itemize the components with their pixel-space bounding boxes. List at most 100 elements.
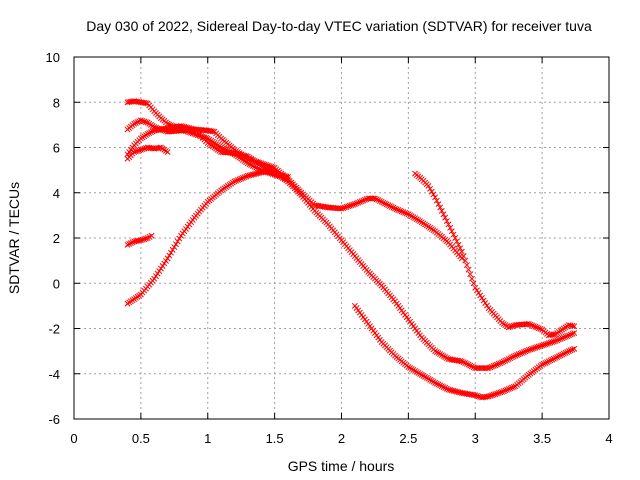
data-point-marker	[428, 188, 435, 195]
data-point-marker	[547, 339, 554, 346]
data-point-marker	[402, 209, 408, 216]
data-point-marker	[393, 206, 400, 213]
data-point-marker	[472, 392, 479, 399]
data-point-marker	[266, 168, 273, 175]
data-point-marker	[383, 201, 390, 208]
data-point-marker	[460, 359, 467, 366]
data-point-marker	[507, 385, 514, 392]
y-axis-label: SDTVAR / TECUs	[6, 182, 22, 294]
data-point-marker	[248, 171, 255, 178]
x-tick-label: 3	[472, 431, 479, 446]
data-point-marker	[492, 362, 499, 369]
data-point-marker	[477, 292, 484, 299]
data-point-marker	[457, 245, 464, 252]
data-point-marker	[136, 237, 143, 244]
data-point-marker	[132, 148, 139, 155]
data-point-marker	[490, 391, 497, 398]
data-point-marker	[457, 358, 464, 364]
data-point-marker	[385, 202, 392, 209]
data-point-marker	[176, 235, 183, 242]
data-point-marker	[470, 392, 477, 398]
data-point-marker	[139, 236, 146, 243]
data-point-marker	[472, 284, 479, 291]
data-point-marker	[530, 345, 537, 352]
chart-title: Day 030 of 2022, Sidereal Day-to-day VTE…	[86, 18, 592, 34]
data-point-marker	[569, 330, 576, 337]
data-point-marker	[473, 287, 480, 294]
data-point-marker	[159, 263, 166, 269]
data-point-marker	[355, 199, 362, 206]
data-point-marker	[537, 343, 544, 349]
data-point-marker	[443, 385, 450, 392]
data-point-marker	[275, 171, 281, 178]
data-point-marker	[512, 352, 519, 359]
x-tick-label: 1.5	[266, 431, 284, 446]
data-point-marker	[534, 344, 541, 351]
data-point-marker	[489, 363, 495, 370]
data-point-marker	[497, 389, 504, 396]
y-tick-label: -6	[48, 412, 60, 427]
data-point-marker	[557, 352, 564, 359]
data-point-marker	[489, 392, 495, 399]
data-point-marker	[139, 146, 146, 153]
data-point-marker	[435, 381, 442, 388]
data-point-marker	[502, 387, 509, 394]
data-point-marker	[162, 257, 169, 264]
data-point-marker	[445, 221, 452, 228]
data-point-marker	[149, 128, 156, 135]
data-point-marker	[168, 249, 174, 256]
data-point-marker	[268, 169, 275, 176]
data-point-marker	[549, 356, 556, 363]
data-point-marker	[246, 172, 253, 179]
data-point-marker	[504, 386, 510, 393]
data-point-marker	[564, 349, 571, 355]
data-point-marker	[137, 146, 144, 153]
data-point-marker	[495, 390, 502, 396]
data-point-marker	[191, 130, 198, 137]
data-point-marker	[285, 173, 291, 180]
data-point-marker	[161, 260, 168, 267]
data-point-marker	[437, 382, 444, 389]
data-point-marker	[544, 340, 551, 347]
data-point-marker	[392, 205, 398, 212]
data-point-marker	[462, 360, 469, 366]
data-point-marker	[470, 364, 477, 371]
data-point-marker	[179, 123, 186, 130]
data-point-marker	[174, 238, 181, 245]
x-tick-label: 2	[338, 431, 345, 446]
data-point-marker	[234, 151, 241, 157]
data-point-marker	[559, 351, 566, 358]
data-point-marker	[468, 363, 475, 370]
data-point-marker	[507, 323, 514, 330]
data-point-marker	[400, 209, 407, 216]
data-point-marker	[549, 339, 556, 346]
data-point-marker	[346, 202, 353, 209]
data-point-marker	[465, 266, 472, 273]
data-point-marker	[376, 197, 383, 204]
x-tick-label: 0	[70, 431, 77, 446]
data-point-marker	[555, 353, 562, 360]
data-point-marker	[562, 333, 569, 340]
data-point-marker	[519, 349, 526, 356]
data-point-marker	[542, 341, 549, 348]
data-point-marker	[253, 170, 260, 177]
data-point-marker	[567, 347, 574, 354]
data-point-marker	[258, 162, 265, 169]
data-point-marker	[569, 346, 576, 353]
data-point-marker	[181, 123, 188, 130]
data-point-marker	[497, 360, 504, 367]
data-point-marker	[540, 360, 547, 367]
data-point-marker	[201, 134, 208, 141]
data-point-marker	[134, 147, 141, 154]
data-point-marker	[151, 275, 158, 282]
data-point-marker	[522, 348, 529, 355]
data-point-marker	[490, 363, 497, 369]
data-point-marker	[552, 354, 559, 361]
data-point-marker	[560, 350, 567, 357]
data-point-marker	[169, 246, 176, 253]
data-point-marker	[271, 170, 278, 177]
data-point-marker	[154, 270, 161, 277]
data-point-marker	[452, 388, 459, 395]
data-point-marker	[462, 257, 469, 264]
data-point-marker	[554, 337, 561, 344]
